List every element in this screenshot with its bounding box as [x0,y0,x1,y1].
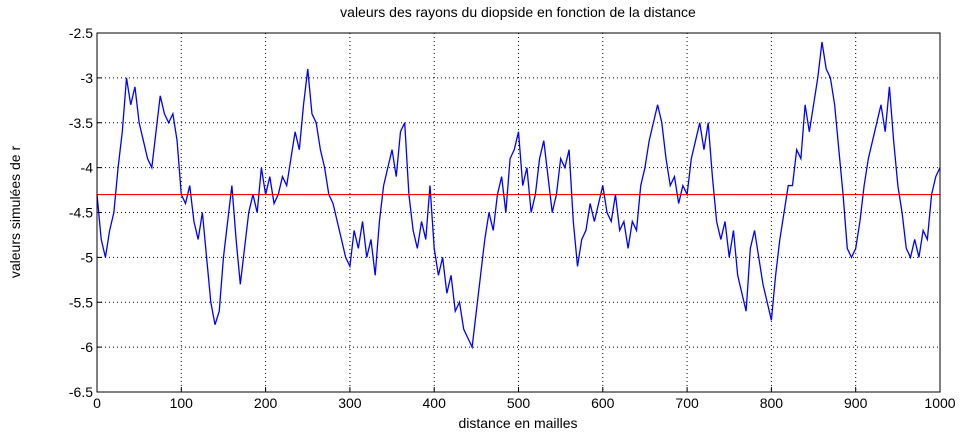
y-tick-label: -6.5 [69,384,93,400]
x-tick-label: 200 [254,395,278,411]
x-tick-label: 500 [507,395,531,411]
y-axis-label: valeurs simulées de r [7,146,23,279]
chart-title: valeurs des rayons du diopside en foncti… [340,4,696,20]
x-tick-label: 0 [93,395,101,411]
x-tick-label: 700 [675,395,699,411]
x-tick-label: 900 [844,395,868,411]
x-tick-label: 1000 [924,395,955,411]
data-line [96,41,941,350]
x-tick-label: 800 [760,395,784,411]
y-tick-label: -6 [81,339,94,355]
y-tick-label: -5 [81,249,94,265]
x-tick-label: 600 [591,395,615,411]
y-tick-label: -3 [81,70,94,86]
x-tick-label: 100 [170,395,194,411]
x-tick-label: 400 [423,395,447,411]
y-tick-label: -4.5 [69,205,93,221]
y-tick-label: -5.5 [69,294,93,310]
x-axis-label: distance en mailles [458,415,577,431]
x-tick-label: 300 [338,395,362,411]
y-tick-label: -2.5 [69,25,93,41]
y-tick-label: -3.5 [69,115,93,131]
plot-frame [96,32,941,393]
y-tick-label: -4 [81,160,94,176]
